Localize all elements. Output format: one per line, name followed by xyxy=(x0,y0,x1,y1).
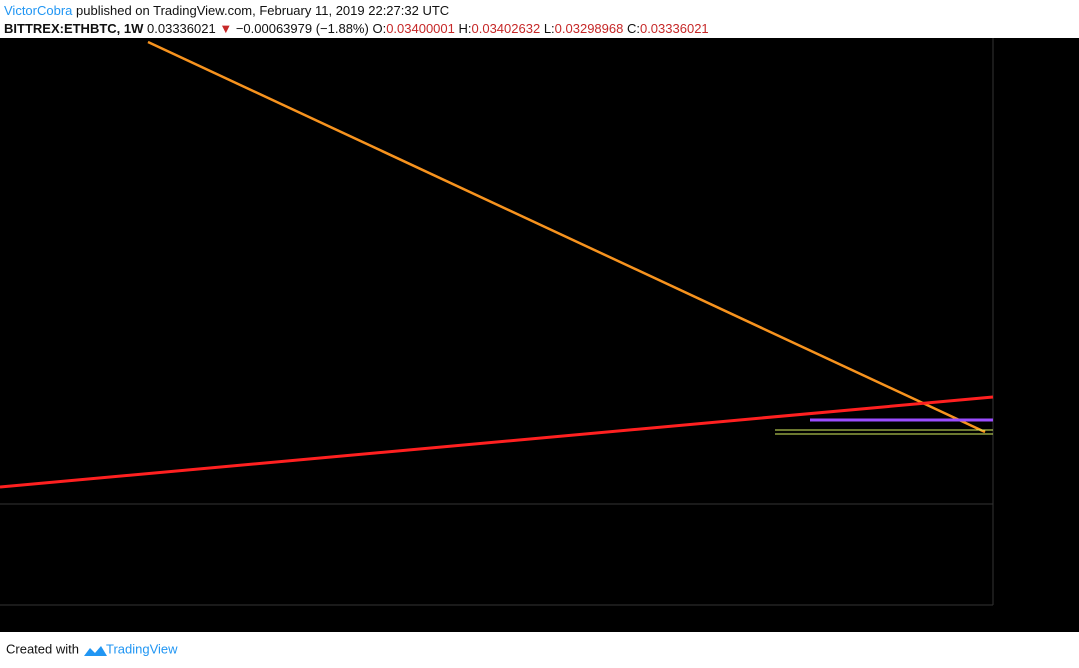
trendline xyxy=(147,40,986,434)
o-label: O: xyxy=(372,21,386,36)
o-value: 0.03400001 xyxy=(386,21,455,36)
h-value: 0.03402632 xyxy=(472,21,541,36)
header-line-2: BITTREX:ETHBTC, 1W 0.03336021 ▼ −0.00063… xyxy=(4,21,709,36)
author[interactable]: VictorCobra xyxy=(4,3,73,18)
change: −0.00063979 (−1.88%) xyxy=(236,21,369,36)
h-label: H: xyxy=(459,21,472,36)
trendline xyxy=(0,395,994,489)
c-value: 0.03336021 xyxy=(640,21,709,36)
l-label: L: xyxy=(544,21,555,36)
logo xyxy=(84,646,107,656)
l-value: 0.03298968 xyxy=(555,21,624,36)
arrow: ▼ xyxy=(219,21,232,36)
c-label: C: xyxy=(627,21,640,36)
symbol: BITTREX:ETHBTC, 1W xyxy=(4,21,144,36)
price: 0.03336021 xyxy=(147,21,216,36)
header-line-1: VictorCobra published on TradingView.com… xyxy=(4,3,449,18)
chart-background xyxy=(0,38,1079,632)
footer-text: Created with xyxy=(6,641,79,656)
published: published on TradingView.com, February 1… xyxy=(76,3,449,18)
footer-brand[interactable]: TradingView xyxy=(106,641,178,656)
drawings xyxy=(0,40,994,489)
